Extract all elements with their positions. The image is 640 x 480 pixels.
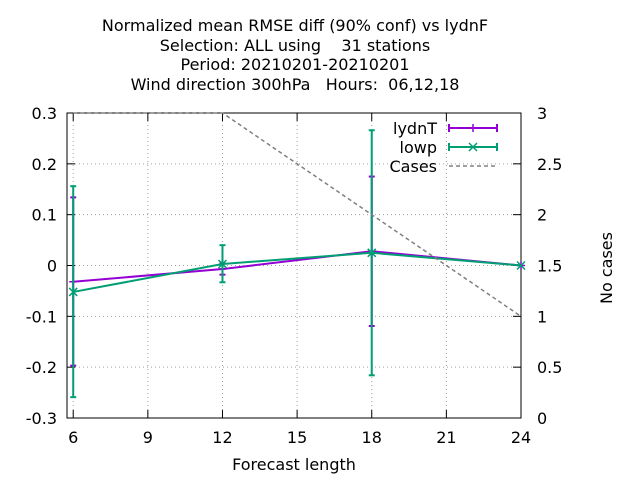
x-tick-label: 6 [68,428,78,447]
x-tick-label: 18 [362,428,382,447]
chart-title: Normalized mean RMSE diff (90% conf) vs … [0,16,590,94]
legend-marker-lydnT [469,124,477,132]
legend-label-Cases: Cases [390,157,438,176]
y-tick-label: 0.1 [32,206,57,225]
grid-layer [67,113,521,418]
y-tick-label: -0.1 [26,307,57,326]
series-layer [68,112,526,399]
y2-tick-label: 1 [537,307,547,326]
y2-tick-label: 0 [537,409,547,428]
legend-label-lowp: lowp [400,138,437,157]
chart-title-line-1: Normalized mean RMSE diff (90% conf) vs … [101,16,489,35]
x-tick-label: 21 [436,428,456,447]
chart-title-line-3: Period: 20210201-20210201 [180,55,410,74]
y2-axis-label: No cases [597,232,616,304]
y-tick-label: -0.2 [26,358,57,377]
axes-layer: 6 9 12 15 18 21 24 -0.3 -0.2 -0.1 0 0.1 0.2 0.3 0 0.5 1 1… [26,104,563,447]
y-tick-label: 0.3 [32,104,57,123]
y-tick-label: -0.3 [26,409,57,428]
legend-label-lydnT: lydnT [393,119,437,138]
legend-marker-lowp [468,142,478,152]
data-point-lowp [516,260,526,271]
x-tick-label: 12 [212,428,232,447]
y2-tick-label: 1.5 [537,257,562,276]
series-line-lowp [73,251,522,293]
x-tick-label: 15 [287,428,307,447]
y2-tick-label: 0.5 [537,358,562,377]
y2-tick-label: 3 [537,104,547,123]
x-tick-label: 9 [143,428,153,447]
chart-title-line-4: Wind direction 300hPa Hours: 06,12,18 [130,74,460,94]
y-tick-label: 0.2 [32,155,57,174]
y2-tick-label: 2 [537,206,547,225]
y2-tick-label: 2.5 [537,155,562,174]
data-point-lowp [217,259,228,269]
x-axis-label: Forecast length [232,455,356,474]
data-point-lowp [68,287,78,297]
series-line-Cases [73,112,522,317]
data-point-lowp [367,248,377,258]
y-tick-label: 0 [47,257,57,276]
chart-title-line-2: Selection: ALL using 31 stations [159,35,431,55]
x-tick-label: 24 [511,428,531,447]
